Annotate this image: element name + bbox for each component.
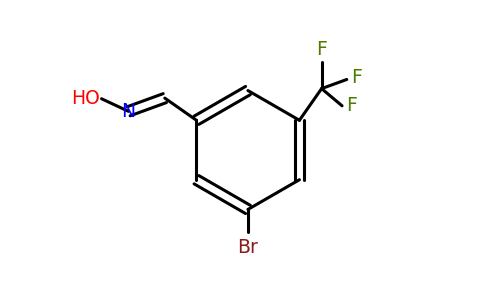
Text: N: N xyxy=(121,102,136,121)
Text: F: F xyxy=(316,40,327,59)
Text: Br: Br xyxy=(238,238,258,257)
Text: F: F xyxy=(347,96,357,115)
Text: F: F xyxy=(351,68,362,88)
Text: HO: HO xyxy=(71,89,100,108)
